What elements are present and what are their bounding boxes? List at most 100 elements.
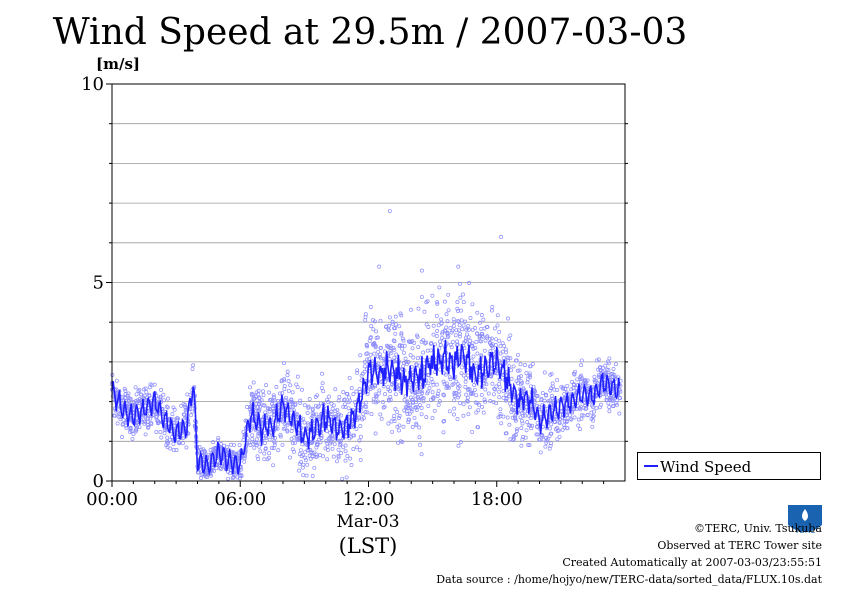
data-point xyxy=(341,404,346,409)
data-point xyxy=(358,353,363,358)
data-point xyxy=(461,413,466,418)
data-point xyxy=(456,328,461,333)
data-point xyxy=(252,440,257,445)
data-point xyxy=(404,400,409,405)
data-point xyxy=(282,376,287,381)
data-point xyxy=(179,403,184,408)
data-point xyxy=(426,381,431,386)
data-point xyxy=(225,445,230,450)
data-point xyxy=(414,407,419,412)
data-point xyxy=(137,401,142,406)
data-point xyxy=(495,313,500,318)
data-point xyxy=(433,342,437,347)
data-point xyxy=(365,410,370,415)
data-point xyxy=(489,336,494,341)
data-point xyxy=(474,361,479,366)
data-point xyxy=(280,419,285,424)
legend-label: Wind Speed xyxy=(660,458,752,476)
data-point xyxy=(199,447,204,452)
data-point xyxy=(510,415,515,420)
data-point xyxy=(442,299,447,304)
data-point xyxy=(284,395,289,400)
data-point xyxy=(455,382,460,387)
data-point xyxy=(437,285,442,290)
data-point xyxy=(434,334,439,338)
data-point xyxy=(580,376,585,381)
data-point xyxy=(474,339,479,344)
data-point xyxy=(280,442,285,447)
data-point xyxy=(404,404,409,409)
data-point xyxy=(337,439,342,444)
data-point xyxy=(343,404,348,409)
data-point xyxy=(357,415,362,420)
data-point xyxy=(542,370,547,375)
data-point xyxy=(154,414,159,419)
x-axis-label: (LST) xyxy=(339,534,398,558)
data-point xyxy=(519,374,523,379)
data-point xyxy=(590,424,595,429)
data-point xyxy=(467,405,472,410)
data-point xyxy=(357,447,362,452)
data-point xyxy=(149,420,153,425)
data-point xyxy=(505,316,510,321)
data-point xyxy=(543,444,548,449)
data-point xyxy=(373,431,378,436)
data-point xyxy=(250,433,255,438)
data-point xyxy=(344,475,349,480)
data-point xyxy=(411,355,416,360)
data-point xyxy=(354,445,359,450)
data-point xyxy=(457,319,462,324)
data-point xyxy=(552,419,557,424)
data-point xyxy=(316,404,321,409)
data-point xyxy=(285,428,290,433)
data-point xyxy=(374,329,379,334)
data-point xyxy=(594,378,598,383)
data-point xyxy=(164,404,169,409)
data-point xyxy=(342,397,347,402)
data-point xyxy=(562,423,567,428)
data-point xyxy=(516,381,521,386)
data-point xyxy=(394,322,398,327)
data-point xyxy=(470,344,475,349)
y-tick-label: 10 xyxy=(81,74,104,95)
data-point xyxy=(458,401,462,405)
data-point xyxy=(426,403,431,408)
data-point xyxy=(358,424,363,429)
data-point xyxy=(470,302,475,307)
data-point xyxy=(363,410,368,414)
data-point xyxy=(465,399,469,403)
data-point xyxy=(547,434,552,439)
data-point xyxy=(375,354,380,359)
data-point xyxy=(435,301,440,306)
data-point xyxy=(377,352,382,357)
data-point xyxy=(520,437,525,442)
data-point xyxy=(123,388,128,393)
data-point xyxy=(386,344,390,349)
data-point xyxy=(514,429,519,434)
data-point xyxy=(430,293,435,298)
data-point xyxy=(202,449,207,454)
data-point xyxy=(549,402,554,407)
data-point xyxy=(333,387,338,392)
data-point xyxy=(302,420,307,425)
data-point xyxy=(466,386,471,391)
data-point xyxy=(484,325,489,329)
data-point xyxy=(343,443,348,448)
data-point xyxy=(245,405,250,409)
data-point xyxy=(208,448,213,453)
data-point xyxy=(519,426,524,431)
data-point xyxy=(461,373,466,378)
data-point xyxy=(230,476,235,481)
data-point xyxy=(481,410,486,415)
data-point xyxy=(472,387,477,392)
data-point xyxy=(381,405,386,410)
data-point xyxy=(344,391,349,396)
data-point xyxy=(390,382,395,387)
data-point xyxy=(330,433,335,438)
data-point xyxy=(286,379,291,383)
data-point xyxy=(313,395,318,399)
data-point xyxy=(603,363,608,368)
data-point xyxy=(143,432,148,437)
data-point xyxy=(549,386,554,391)
data-point xyxy=(159,387,163,392)
